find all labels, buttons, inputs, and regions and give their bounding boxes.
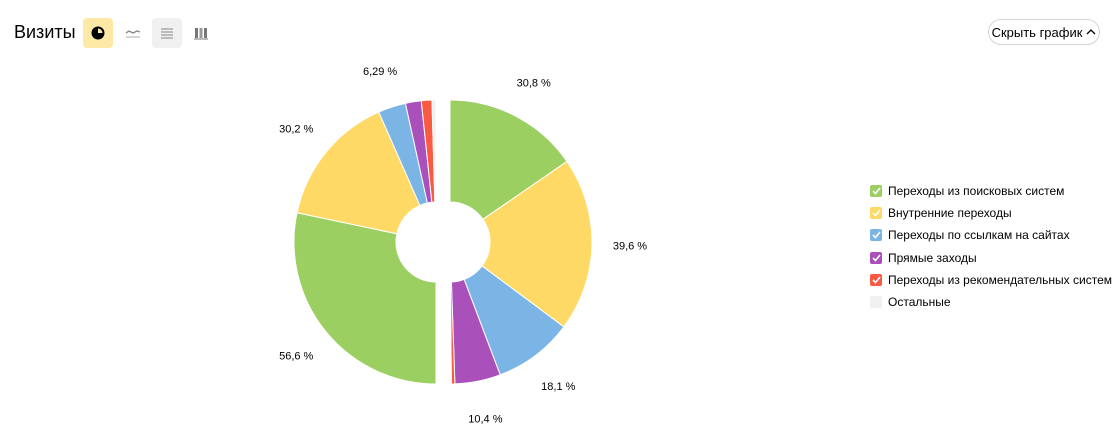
legend-checkbox[interactable] [870,229,882,242]
legend-item[interactable]: Переходы из рекомендательных систем [870,269,1112,291]
pie-chart-icon [91,26,105,40]
check-icon [871,187,881,195]
legend-checkbox[interactable] [870,296,882,309]
slice-label: 30,2 % [279,124,313,136]
slice-label: 10,4 % [468,413,502,425]
page-title: Визиты [14,22,76,42]
pie-slice[interactable] [481,160,593,328]
legend-checkbox[interactable] [870,251,882,264]
area-chart-icon [161,28,173,39]
legend-item[interactable]: Переходы из поисковых систем [870,180,1112,202]
check-icon [871,231,881,240]
legend-checkbox[interactable] [870,185,882,198]
legend-item[interactable]: Внутренние переходы [870,202,1112,224]
check-icon [871,276,881,284]
chevron-up-icon [1086,29,1096,35]
slice-label: 56,6 % [279,350,313,362]
line-chart-icon [125,30,141,38]
pie-view-button[interactable] [83,18,113,48]
legend-item[interactable]: Прямые заходы [870,247,1112,269]
chart-legend: Переходы из поисковых систем Внутренние п… [870,180,1112,313]
pie-slice[interactable] [431,99,437,203]
pie-slice[interactable] [296,111,421,235]
legend-item[interactable]: Остальные [870,291,1112,313]
legend-label: Прямые заходы [888,250,977,265]
pie-slice[interactable] [293,212,437,385]
area-view-button[interactable] [152,18,182,48]
stacked-bar-icon [194,28,208,40]
legend-item[interactable]: Переходы по ссылкам на сайтах [870,224,1112,246]
slice-label: 30,8 % [517,78,551,90]
hide-chart-button[interactable]: Скрыть график [988,19,1100,45]
pie-slice[interactable] [449,281,452,385]
check-icon [871,209,881,217]
hide-chart-label: Скрыть график [991,24,1083,40]
pie-slice[interactable] [449,99,568,221]
legend-label: Переходы по ссылкам на сайтах [888,228,1070,243]
legend-checkbox[interactable] [870,207,882,220]
slice-label: 18,1 % [541,381,575,393]
legend-label: Внутренние переходы [888,206,1012,221]
line-view-button[interactable] [118,18,148,48]
slice-label: 6,29 % [363,66,397,78]
legend-label: Переходы из рекомендательных систем [888,272,1112,287]
slice-label: 39,6 % [613,240,647,252]
legend-checkbox[interactable] [870,273,882,286]
bar-view-button[interactable] [186,18,216,48]
legend-label: Остальные [888,295,951,310]
legend-label: Переходы из поисковых систем [888,184,1065,199]
check-icon [871,254,881,262]
